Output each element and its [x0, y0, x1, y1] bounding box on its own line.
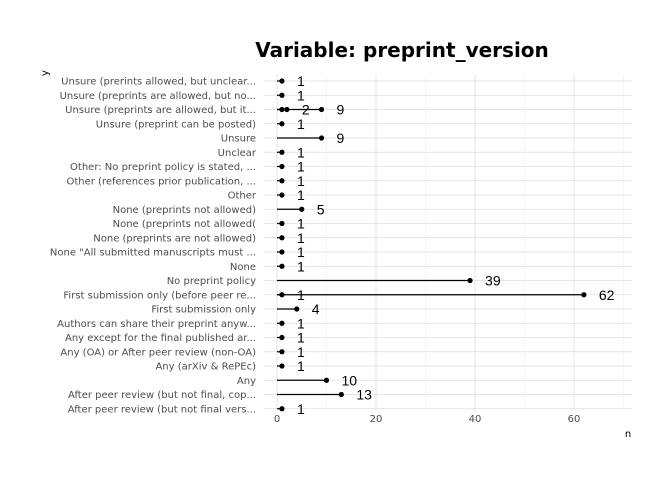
- data-label: 1: [297, 287, 305, 303]
- data-label: 1: [297, 187, 305, 203]
- data-label: 1: [297, 344, 305, 360]
- lollipop-point: [279, 192, 285, 198]
- y-tick-label: After peer review (but not final vers...: [68, 404, 256, 415]
- x-axis-title: n: [625, 429, 631, 440]
- y-tick-label: Any (arXiv & RePEc): [155, 362, 256, 373]
- data-label: 1: [297, 87, 305, 103]
- data-label: 1: [297, 330, 305, 346]
- y-tick-label: None (preprints not allowed): [113, 205, 256, 216]
- y-axis-title: y: [40, 70, 51, 76]
- x-tick-label: 60: [568, 414, 581, 425]
- lollipop-point: [279, 121, 285, 127]
- lollipop-point: [279, 263, 285, 269]
- lollipop-point: [279, 149, 285, 155]
- y-tick-label: None (preprints not allowed(: [113, 219, 256, 230]
- lollipop-point: [279, 106, 285, 113]
- data-label: 1: [297, 116, 305, 132]
- y-tick-label: Unclear: [218, 148, 257, 159]
- y-tick-label: Unsure: [221, 134, 256, 145]
- lollipop-point: [279, 178, 285, 184]
- data-label: 2: [302, 102, 310, 118]
- data-label: 1: [297, 159, 305, 175]
- y-tick-label: None: [230, 262, 256, 273]
- lollipop-point: [279, 220, 285, 227]
- lollipop-point: [323, 377, 330, 383]
- lollipop-point: [284, 106, 290, 113]
- data-label: 10: [342, 372, 358, 388]
- data-label: 1: [297, 173, 305, 189]
- lollipop-point: [294, 306, 300, 312]
- data-label: 1: [297, 230, 305, 246]
- y-tick-label: No preprint policy: [167, 276, 256, 287]
- data-label: 5: [317, 201, 325, 217]
- lollipop-point: [299, 206, 305, 212]
- lollipop-point: [279, 235, 285, 241]
- x-tick-label: 0: [274, 414, 280, 425]
- lollipop-point: [279, 92, 285, 98]
- data-label: 39: [485, 273, 501, 289]
- lollipop-point: [581, 292, 587, 298]
- data-label: 1: [297, 144, 305, 160]
- grid: [264, 74, 632, 410]
- data-label: 1: [297, 401, 305, 417]
- lollipop-point: [279, 292, 285, 298]
- lollipop-point: [279, 406, 285, 412]
- y-tick-label: First submission only: [151, 305, 256, 316]
- chart-title: Variable: preprint_version: [255, 38, 549, 62]
- lollipop-point: [279, 363, 285, 369]
- y-tick-label: After peer review (but not final, cop...: [68, 390, 256, 401]
- lollipop-point: [318, 106, 325, 113]
- data-label: 13: [356, 387, 372, 403]
- lollipop-point: [279, 249, 285, 255]
- y-tick-label: Any (OA) or After peer review (non-OA): [60, 347, 256, 358]
- y-tick-label: Unsure (preprint can be posted): [96, 119, 256, 130]
- lollipop-point: [338, 391, 344, 398]
- y-tick-label: Unsure (preprints are allowed, but it...: [65, 105, 256, 116]
- y-tick-label: Other: [228, 191, 257, 202]
- data-label: 1: [297, 216, 305, 232]
- data-label: 62: [599, 287, 615, 303]
- lollipop-point: [279, 334, 285, 341]
- y-tick-label: Authors can share their preprint anyw...: [57, 319, 256, 330]
- y-tick-label: Unsure (prerints allowed, but unclear...: [61, 77, 256, 88]
- x-tick-label: 20: [370, 414, 383, 425]
- data-label: 1: [297, 244, 305, 260]
- y-tick-label: None "All submitted manuscripts must ...: [50, 248, 256, 259]
- data-label: 1: [297, 358, 305, 374]
- data-label: 1: [297, 315, 305, 331]
- y-tick-label: Any except for the final published ar...: [65, 333, 256, 344]
- lollipop-point: [279, 163, 285, 170]
- x-tick-label: 40: [469, 414, 482, 425]
- data-label: 1: [297, 73, 305, 89]
- lollipop-point: [279, 78, 285, 84]
- data-label: 4: [312, 301, 320, 317]
- data-label: 1: [297, 258, 305, 274]
- data-label: 9: [337, 102, 345, 118]
- y-axis-ticks: Unsure (prerints allowed, but unclear...…: [50, 77, 257, 416]
- lollipop-point: [318, 135, 325, 141]
- y-tick-label: First submission only (before peer re...: [63, 290, 256, 301]
- x-axis-ticks: 0 20 40 60: [274, 414, 581, 425]
- y-tick-label: None (preprints are not allowed): [93, 233, 256, 244]
- y-tick-label: Any: [237, 376, 256, 387]
- lollipop-point: [467, 277, 473, 284]
- lollipop-point: [279, 320, 285, 326]
- data-label: 9: [337, 130, 345, 146]
- lollipop-point: [279, 349, 285, 355]
- y-tick-label: Unsure (preprints are allowed, but no...: [60, 91, 256, 102]
- y-tick-label: Other (references prior publication, ...: [66, 176, 256, 187]
- y-tick-label: Other: No preprint policy is stated, ...: [70, 162, 256, 173]
